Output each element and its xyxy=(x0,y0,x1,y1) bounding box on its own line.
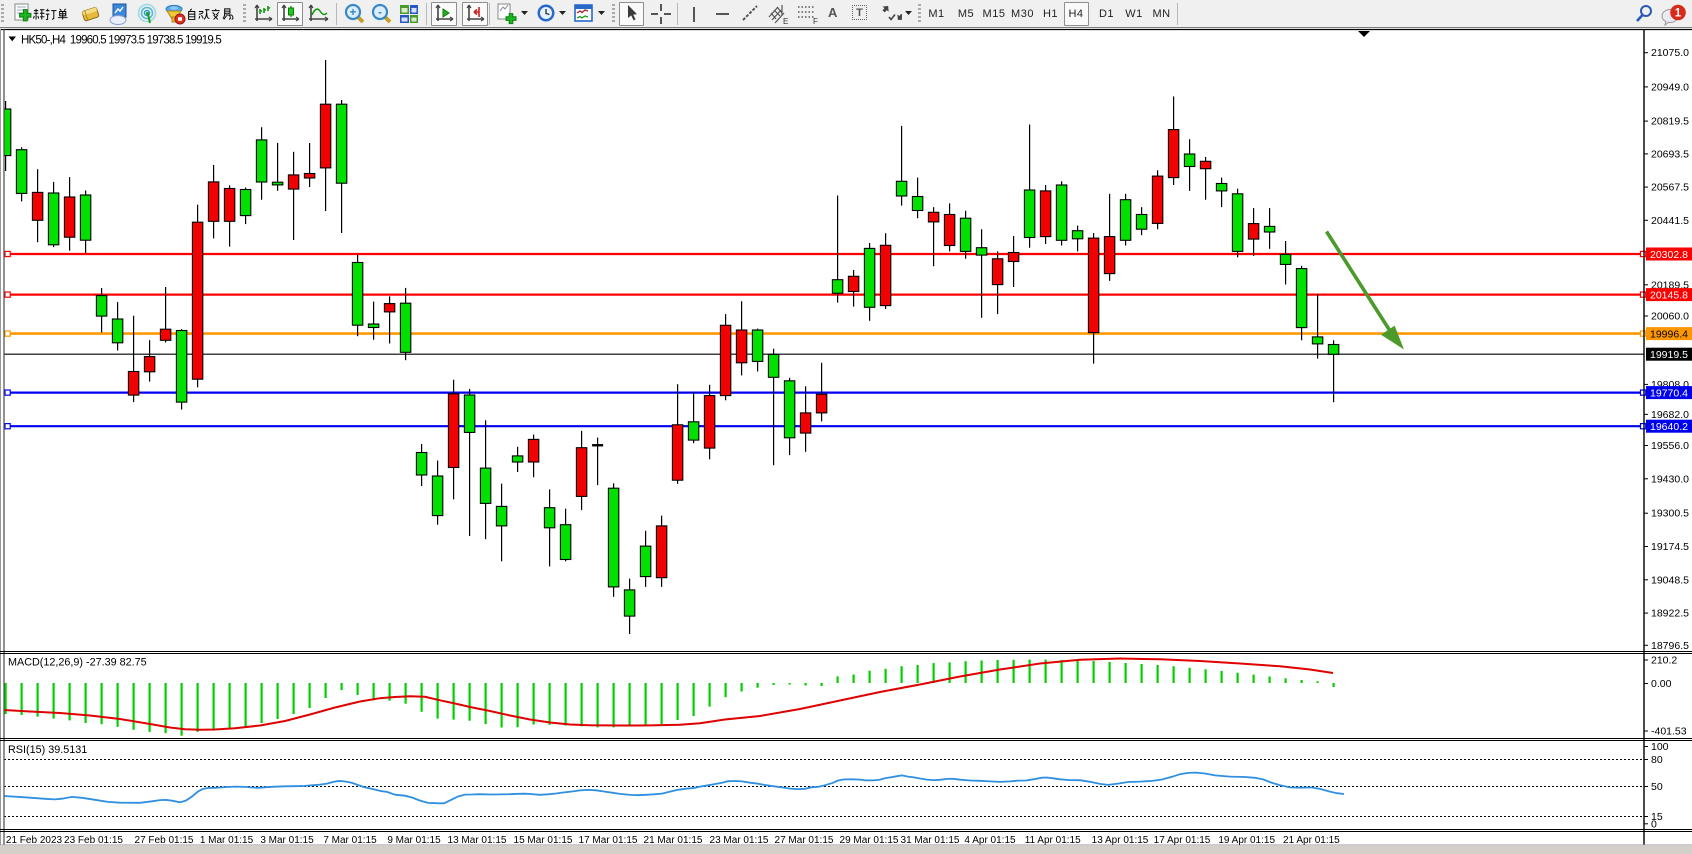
svg-text:19300.5: 19300.5 xyxy=(1651,508,1689,520)
svg-text:13 Mar 01:15: 13 Mar 01:15 xyxy=(448,835,507,846)
svg-text:-: - xyxy=(378,5,382,19)
svg-text:3 Mar 01:15: 3 Mar 01:15 xyxy=(260,835,314,846)
svg-text:19640.2: 19640.2 xyxy=(1650,421,1688,433)
svg-text:19996.4: 19996.4 xyxy=(1650,328,1688,340)
svg-text:29 Mar 01:15: 29 Mar 01:15 xyxy=(840,835,899,846)
svg-text:E: E xyxy=(783,17,788,26)
svg-text:27 Mar 01:15: 27 Mar 01:15 xyxy=(775,835,834,846)
svg-text:19682.0: 19682.0 xyxy=(1651,409,1689,421)
svg-text:20145.8: 20145.8 xyxy=(1650,289,1688,301)
svg-text:20441.5: 20441.5 xyxy=(1651,215,1689,227)
svg-text:19556.0: 19556.0 xyxy=(1651,440,1689,452)
svg-text:18922.5: 18922.5 xyxy=(1651,608,1689,620)
svg-text:17 Apr 01:15: 17 Apr 01:15 xyxy=(1154,835,1211,846)
svg-text:15: 15 xyxy=(1651,811,1663,823)
svg-text:+: + xyxy=(349,5,356,19)
svg-text:20302.8: 20302.8 xyxy=(1650,249,1688,261)
svg-text:20949.0: 20949.0 xyxy=(1651,81,1689,93)
svg-text:80: 80 xyxy=(1651,754,1663,766)
svg-text:19048.5: 19048.5 xyxy=(1651,574,1689,586)
svg-text:100: 100 xyxy=(1651,741,1669,753)
svg-text:21 Feb 2023: 21 Feb 2023 xyxy=(6,835,63,846)
svg-text:20567.5: 20567.5 xyxy=(1651,182,1689,194)
svg-text:23 Feb 01:15: 23 Feb 01:15 xyxy=(64,835,123,846)
svg-text:31 Mar 01:15: 31 Mar 01:15 xyxy=(901,835,960,846)
svg-text:-401.53: -401.53 xyxy=(1651,726,1687,738)
svg-text:19174.5: 19174.5 xyxy=(1651,541,1689,553)
svg-text:RSI(15) 39.5131: RSI(15) 39.5131 xyxy=(8,744,87,756)
svg-text:1 Mar 01:15: 1 Mar 01:15 xyxy=(200,835,254,846)
svg-text:27 Feb 01:15: 27 Feb 01:15 xyxy=(135,835,194,846)
svg-text:15 Mar 01:15: 15 Mar 01:15 xyxy=(514,835,573,846)
svg-text:21 Mar 01:15: 21 Mar 01:15 xyxy=(644,835,703,846)
svg-text:21075.0: 21075.0 xyxy=(1651,47,1689,59)
svg-text:0: 0 xyxy=(1651,818,1657,830)
svg-text:20693.5: 20693.5 xyxy=(1651,148,1689,160)
svg-text:17 Mar 01:15: 17 Mar 01:15 xyxy=(579,835,638,846)
svg-text:F: F xyxy=(813,17,818,26)
svg-text:HK50-,H4 19960.5 19973.5 1973: HK50-,H4 19960.5 19973.5 19738.5 19919.5 xyxy=(21,35,221,47)
svg-text:19919.5: 19919.5 xyxy=(1650,349,1688,361)
svg-text:23 Mar 01:15: 23 Mar 01:15 xyxy=(710,835,769,846)
svg-text:21 Apr 01:15: 21 Apr 01:15 xyxy=(1283,835,1340,846)
svg-text:4 Apr 01:15: 4 Apr 01:15 xyxy=(964,835,1016,846)
svg-text:210.2: 210.2 xyxy=(1651,655,1677,667)
svg-text:20060.0: 20060.0 xyxy=(1651,311,1689,323)
svg-text:MACD(12,26,9) -27.39 82.75: MACD(12,26,9) -27.39 82.75 xyxy=(8,657,147,669)
svg-text:13 Apr 01:15: 13 Apr 01:15 xyxy=(1092,835,1149,846)
svg-text:7 Mar 01:15: 7 Mar 01:15 xyxy=(323,835,377,846)
svg-text:0.00: 0.00 xyxy=(1651,678,1672,690)
svg-text:50: 50 xyxy=(1651,781,1663,793)
svg-text:1: 1 xyxy=(1675,8,1682,20)
svg-text:9 Mar 01:15: 9 Mar 01:15 xyxy=(387,835,441,846)
svg-text:19430.0: 19430.0 xyxy=(1651,473,1689,485)
svg-text:20819.5: 20819.5 xyxy=(1651,116,1689,128)
svg-text:11 Apr 01:15: 11 Apr 01:15 xyxy=(1025,835,1081,846)
svg-text:19 Apr 01:15: 19 Apr 01:15 xyxy=(1218,835,1275,846)
svg-text:18796.5: 18796.5 xyxy=(1651,640,1689,652)
svg-text:19770.4: 19770.4 xyxy=(1650,387,1688,399)
